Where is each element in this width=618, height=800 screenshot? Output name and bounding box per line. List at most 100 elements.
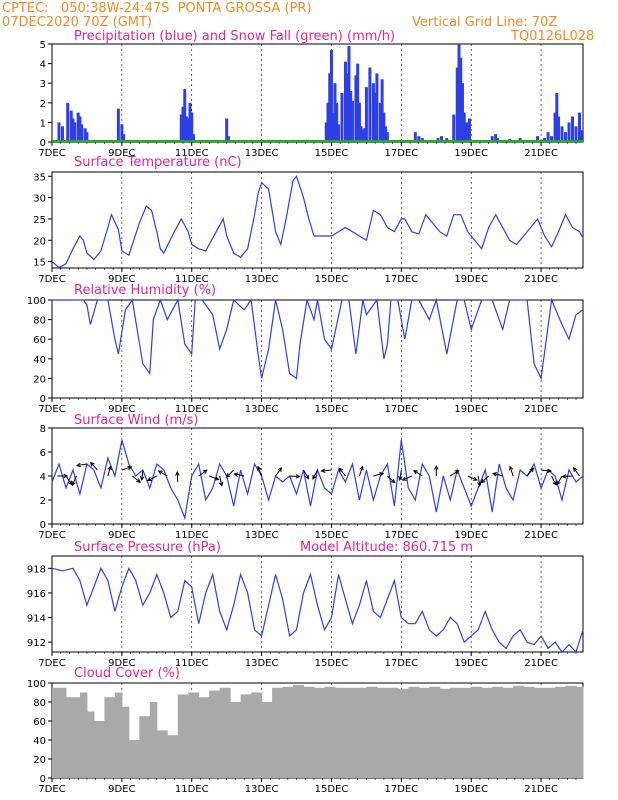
- wind-xtick-label: 15DEC: [315, 530, 349, 541]
- wind-arrow-head: [233, 472, 239, 477]
- pres-altitude: Model Altitude: 860.715 m: [300, 540, 474, 555]
- cloud-bar: [314, 687, 325, 778]
- wind-arrow-head: [390, 478, 396, 484]
- precip-bar: [336, 124, 340, 142]
- wind-arrow: [526, 467, 534, 477]
- precip-bar: [345, 73, 349, 142]
- cloud-bar: [565, 685, 577, 778]
- cloud-bar: [93, 721, 105, 778]
- wind-arrow-head: [359, 465, 364, 471]
- cloud-bar: [282, 686, 294, 778]
- header-location: CPTEC: 050:38W-24:47S PONTA GROSSA (PR): [2, 1, 312, 16]
- wind-arrow-head: [412, 469, 418, 475]
- precip-bar: [190, 112, 194, 142]
- precip-bar: [560, 126, 564, 142]
- rh-line: [52, 297, 584, 381]
- precip-bar: [359, 126, 363, 142]
- precip-bar: [73, 122, 77, 142]
- temp-xtick-label: 9DEC: [108, 274, 135, 285]
- wind-xtick-label: 13DEC: [245, 530, 279, 541]
- rh-ytick-label: 100: [27, 296, 46, 307]
- wind-arrow-head: [218, 481, 224, 487]
- cloud-bar: [366, 686, 378, 778]
- precip-bar: [440, 136, 444, 142]
- wind-arrow: [275, 467, 282, 477]
- cloud-bar: [177, 694, 189, 778]
- wind-ytick-label: 6: [40, 448, 46, 459]
- cloud-xtick-label: 13DEC: [245, 784, 279, 795]
- wind-arrow-head: [139, 476, 145, 482]
- precip-bar: [76, 112, 80, 142]
- wind-arrow: [373, 472, 384, 477]
- pres-frame: [51, 555, 584, 653]
- precip-title: Precipitation (blue) and Snow Fall (gree…: [74, 29, 396, 44]
- cloud-bar: [128, 740, 140, 778]
- temp-ytick-label: 20: [33, 236, 46, 247]
- cloud-bar: [387, 687, 399, 778]
- wind-arrow-head: [295, 474, 301, 479]
- wind-arrow: [121, 466, 132, 471]
- cloud-bar: [513, 685, 525, 778]
- wind-arrow-head: [67, 480, 73, 486]
- rh-xtick-label: 15DEC: [315, 404, 349, 415]
- cloud-bar: [397, 688, 409, 778]
- precip-bar: [536, 136, 540, 142]
- cloud-bar: [230, 702, 242, 778]
- rh-xtick-label: 11DEC: [175, 404, 209, 415]
- cloud-bar: [261, 702, 273, 778]
- precip-ytick-label: 0: [40, 138, 46, 149]
- precip-xtick-label: 17DEC: [384, 148, 418, 159]
- cloud-ytick-label: 0: [40, 774, 46, 785]
- wind-arrow-head: [107, 465, 112, 471]
- precip-frame: [51, 43, 584, 143]
- wind-arrow-head: [202, 469, 208, 474]
- wind-arrow: [76, 463, 88, 467]
- cloud-bar: [523, 686, 535, 778]
- wind-arrow: [312, 469, 318, 480]
- precip-bar: [455, 67, 459, 142]
- cloud-ytick-label: 80: [33, 698, 46, 709]
- precip-bar: [464, 122, 468, 142]
- precip-bar: [116, 108, 120, 142]
- cloud-bar: [502, 687, 514, 778]
- cloud-ytick-label: 20: [33, 755, 46, 766]
- wind-arrow: [338, 467, 346, 477]
- pres-ytick-label: 916: [27, 589, 46, 600]
- wind-xtick-label: 9DEC: [108, 530, 135, 541]
- precip-bar: [579, 130, 583, 142]
- precip-bar: [340, 93, 344, 142]
- temp-xtick-label: 21DEC: [524, 274, 558, 285]
- wind-arrow: [573, 467, 580, 477]
- wind-arrow: [147, 475, 158, 481]
- precip-bar: [466, 122, 470, 142]
- rh-ytick-label: 0: [40, 394, 46, 405]
- wind-arrow: [562, 475, 573, 478]
- wind-xtick-label: 11DEC: [175, 530, 209, 541]
- precip-bar: [78, 116, 82, 142]
- precip-bar: [452, 114, 456, 142]
- cloud-bar: [481, 687, 493, 778]
- temp-ytick-label: 35: [33, 172, 46, 183]
- precip-bar: [226, 136, 230, 142]
- cloud-bar: [492, 686, 504, 778]
- wind-arrow: [209, 475, 219, 481]
- header-grid-label: Vertical Grid Line: 70Z: [412, 15, 558, 30]
- wind-title: Surface Wind (m/s): [74, 413, 199, 428]
- precip-bar: [179, 114, 183, 142]
- cloud-xtick-label: 9DEC: [108, 784, 135, 795]
- precip-bar: [333, 83, 337, 142]
- wind-ytick-label: 4: [40, 472, 46, 483]
- precip-bar: [384, 126, 388, 142]
- precip-bar: [574, 126, 578, 142]
- wind-line: [51, 439, 584, 521]
- cloud-bar: [86, 711, 95, 778]
- precip-bar: [347, 45, 351, 142]
- precip-bar: [60, 126, 64, 142]
- precip-bar: [328, 73, 332, 142]
- temp-xtick-label: 15DEC: [315, 274, 349, 285]
- cloud-ytick-label: 40: [33, 736, 46, 747]
- wind-arrow-head: [89, 461, 95, 467]
- wind-arrow-head: [214, 476, 220, 481]
- temp-xtick-label: 13DEC: [245, 274, 279, 285]
- cloud-bar: [324, 686, 336, 778]
